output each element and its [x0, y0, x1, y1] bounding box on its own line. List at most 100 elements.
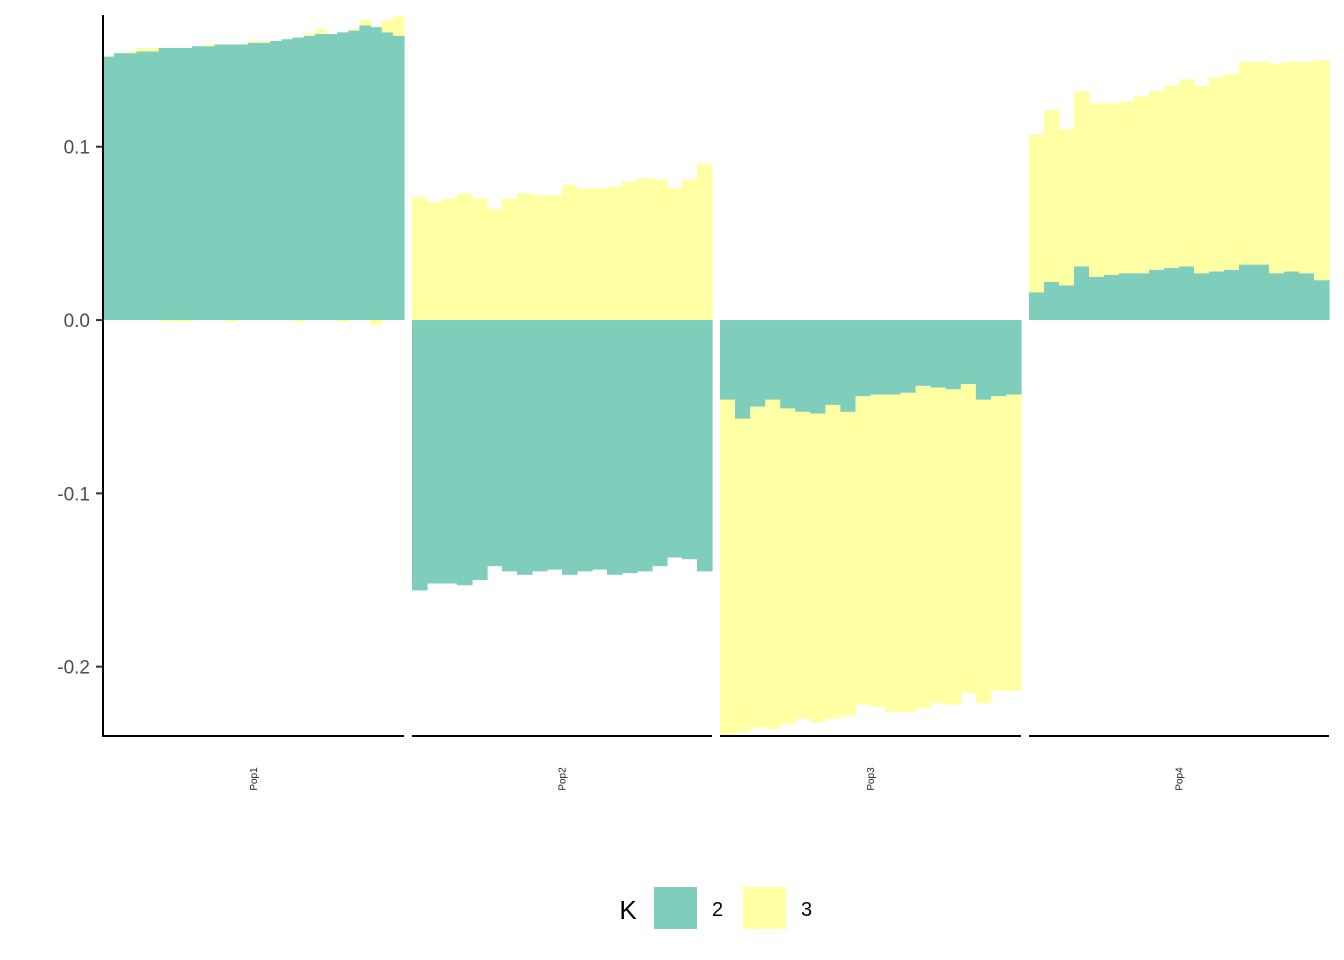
bar-pop3-k2-3 — [750, 320, 766, 407]
bar-pop1-k3-8 — [181, 320, 193, 322]
bar-pop1-k3-10 — [203, 44, 216, 47]
bar-pop3-k3-19 — [990, 396, 1007, 691]
bar-pop1-k2-20 — [314, 34, 327, 321]
facet-label-pop4: Pop4 — [1175, 767, 1186, 791]
bar-pop2-k3-14 — [607, 186, 623, 321]
bar-pop4-k2-7 — [1119, 273, 1135, 321]
bar-pop4-k3-10 — [1164, 86, 1180, 269]
bar-pop4-k2-15 — [1239, 264, 1255, 321]
bar-pop3-k2-17 — [960, 320, 977, 385]
bar-pop2-k2-9 — [532, 320, 548, 572]
facet-label-pop2: Pop2 — [558, 767, 569, 791]
bar-pop4-k3-19 — [1299, 61, 1315, 274]
bar-pop1-k3-23 — [348, 28, 361, 31]
bar-pop2-k3-15 — [622, 181, 638, 321]
bar-pop2-k3-20 — [697, 164, 713, 321]
bar-pop3-k2-5 — [780, 320, 796, 409]
bar-pop1-k2-24 — [359, 25, 372, 321]
bar-pop1-k2-18 — [292, 37, 305, 321]
bar-pop1-k2-16 — [270, 41, 282, 321]
bar-pop3-k2-8 — [825, 320, 841, 405]
bar-pop1-k3-25 — [370, 320, 383, 326]
bar-pop2-k2-1 — [412, 320, 428, 591]
bar-pop4-k2-1 — [1029, 292, 1045, 321]
bar-pop2-k2-6 — [487, 320, 503, 567]
bar-pop1-k3-5 — [147, 47, 160, 52]
bar-pop1-k3-24 — [359, 20, 372, 26]
bar-pop4-k3-6 — [1104, 103, 1120, 275]
bar-pop4-k3-15 — [1239, 61, 1255, 265]
y-axis: 0.1 0.0 -0.1 -0.2 — [57, 15, 104, 737]
bar-pop1-k2-14 — [247, 42, 260, 321]
facet-panel-pop1 — [103, 16, 405, 326]
bar-pop1-k3-26 — [381, 20, 394, 33]
bar-pop1-k2-6 — [158, 47, 171, 321]
legend-swatch-k2 — [654, 887, 697, 929]
bar-pop3-k3-20 — [1005, 394, 1022, 691]
bar-pop2-k3-4 — [457, 193, 473, 321]
bar-pop1-k2-21 — [325, 34, 338, 321]
bar-pop4-k3-3 — [1059, 129, 1075, 286]
bar-pop4-k2-9 — [1149, 269, 1165, 321]
bar-pop2-k3-9 — [532, 195, 548, 321]
bar-pop1-k2-4 — [136, 51, 149, 321]
bar-pop1-k2-27 — [392, 35, 405, 321]
bar-pop3-k3-13 — [900, 392, 917, 712]
bar-pop3-k2-10 — [855, 320, 872, 397]
legend: K 2 3 — [619, 887, 812, 929]
facet-labels: Pop1 Pop2 Pop3 Pop4 — [249, 767, 1186, 791]
bar-pop2-k2-17 — [652, 320, 668, 567]
bar-pop2-k3-5 — [472, 198, 488, 321]
bar-pop2-k2-14 — [607, 320, 623, 575]
facet-panel-pop3 — [720, 320, 1022, 736]
bar-pop4-k3-12 — [1194, 86, 1210, 274]
facet-label-pop3: Pop3 — [866, 767, 877, 791]
bar-pop3-k2-7 — [810, 320, 826, 414]
bar-pop4-k2-2 — [1044, 281, 1060, 321]
bar-pop3-k2-4 — [765, 320, 781, 400]
facet-panels — [103, 16, 1330, 736]
bar-pop4-k2-14 — [1224, 269, 1240, 321]
bar-pop4-k2-20 — [1314, 280, 1330, 321]
bar-pop4-k3-20 — [1314, 60, 1330, 281]
bar-pop4-k3-9 — [1149, 91, 1165, 270]
bar-pop2-k3-17 — [652, 179, 668, 321]
bar-pop1-k2-2 — [114, 53, 126, 321]
bar-pop4-k3-13 — [1209, 77, 1225, 272]
bar-pop4-k2-6 — [1104, 274, 1120, 321]
facet-panel-pop2 — [412, 164, 713, 591]
y-tick-label: 0.0 — [64, 311, 90, 332]
bar-pop4-k3-14 — [1224, 73, 1240, 270]
bar-pop4-k3-7 — [1119, 101, 1135, 274]
bar-pop1-k3-22 — [337, 320, 349, 322]
bar-pop2-k2-5 — [472, 320, 488, 581]
bar-pop3-k3-14 — [915, 385, 932, 709]
bar-pop3-k3-4 — [765, 399, 781, 730]
bar-pop4-k2-13 — [1209, 271, 1225, 321]
bar-pop3-k3-5 — [780, 408, 796, 724]
bar-pop1-k2-17 — [281, 39, 294, 321]
bar-pop3-k3-3 — [750, 406, 766, 728]
bar-pop3-k2-15 — [930, 320, 947, 388]
bar-pop2-k2-11 — [562, 320, 578, 575]
bar-pop1-k2-25 — [370, 27, 383, 321]
bar-pop4-k3-17 — [1269, 63, 1285, 274]
bar-pop3-k2-20 — [1005, 320, 1022, 395]
bar-pop4-k3-4 — [1074, 91, 1090, 267]
bar-pop1-k2-23 — [348, 30, 361, 321]
bar-pop3-k2-18 — [975, 320, 992, 400]
legend-title: K — [619, 895, 637, 925]
bar-pop2-k2-15 — [622, 320, 638, 574]
legend-label-k2: 2 — [712, 899, 723, 921]
bar-pop2-k3-11 — [562, 184, 578, 321]
bar-pop1-k2-11 — [214, 44, 227, 321]
bar-pop2-k2-10 — [547, 320, 563, 570]
bar-pop3-k3-17 — [960, 384, 977, 693]
bar-pop2-k2-20 — [697, 320, 713, 572]
bar-pop1-k3-6 — [158, 320, 171, 322]
bar-pop2-k2-4 — [457, 320, 473, 586]
bar-pop2-k3-13 — [592, 188, 608, 321]
bar-pop1-k2-22 — [337, 32, 349, 321]
bar-pop4-k3-1 — [1029, 134, 1045, 293]
